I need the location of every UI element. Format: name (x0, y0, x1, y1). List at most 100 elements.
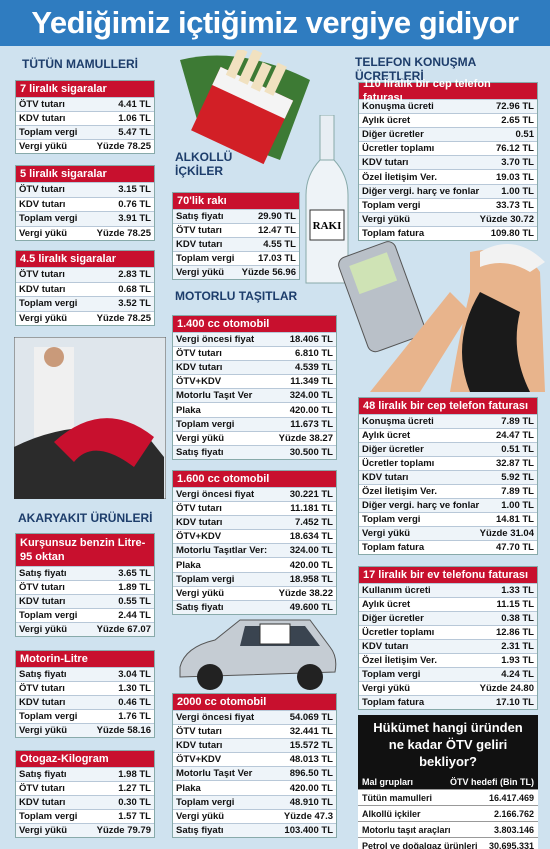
cigarette-image (180, 50, 310, 165)
row-label: Satış fiyatı (176, 211, 224, 222)
tax-row: Konuşma ücreti 72.96 TL (359, 99, 537, 114)
row-value: 76.12 TL (495, 143, 534, 155)
box-title: Kurşunsuz benzin Litre-95 oktan (16, 534, 154, 566)
row-label: Satış fiyatı (176, 824, 224, 836)
row-value: 47.70 TL (495, 542, 534, 553)
box-title: 1.400 cc otomobil (173, 316, 336, 332)
row-value: 14.81 TL (495, 514, 534, 525)
row-label: Plaka (176, 404, 201, 416)
row-value: 1.76 TL (118, 711, 151, 722)
row-label: KDV tutarı (362, 641, 409, 652)
tax-box: 48 liralık bir cep telefon faturası Konuş… (358, 397, 538, 555)
row-label: Aylık ücret (362, 115, 411, 127)
row-label: Vergi yükü (176, 587, 225, 599)
tax-row: Vergi öncesi fiyat 18.406 TL (173, 332, 336, 347)
box-title: 1.600 cc otomobil (173, 471, 336, 487)
row-value: 0.51 (515, 129, 535, 141)
summary-row: Motorlu taşıt araçları 3.803.146 (358, 821, 538, 837)
row-value: 7.452 TL (294, 517, 333, 529)
row-value: 19.03 TL (495, 171, 534, 183)
row-value: 18.634 TL (289, 531, 333, 543)
section-heading: MOTORLU TAŞITLAR (175, 289, 298, 303)
summary-header: Mal grupları ÖTV hedefi (Bin TL) (358, 774, 538, 789)
tax-row: Toplam vergi 33.73 TL (359, 197, 537, 212)
row-label: Satış fiyatı (176, 446, 224, 458)
row-label: KDV tutarı (19, 697, 66, 708)
tax-row: Satış fiyatı 103.400 TL (173, 822, 336, 837)
tax-box: 7 liralık sigaralar ÖTV tutarı 4.41 TL KDV … (15, 80, 155, 154)
tax-row: Toplam fatura 17.10 TL (359, 695, 537, 709)
tax-row: KDV tutarı 4.539 TL (173, 360, 336, 375)
tax-row: Aylık ücret 2.65 TL (359, 113, 537, 127)
row-label: ÖTV+KDV (176, 531, 222, 543)
row-label: Toplam vergi (19, 811, 78, 822)
row-value: 3.52 TL (118, 298, 151, 310)
tax-box: 17 liralık bir ev telefonu faturası Kulla… (358, 566, 538, 710)
row-label: Satış fiyatı (19, 769, 67, 780)
row-value: 7.89 TL (501, 486, 534, 497)
tax-row: Vergi yükü Yüzde 38.22 (173, 585, 336, 600)
tax-row: Ücretler toplamı 12.86 TL (359, 625, 537, 639)
summary-label: Petrol ve doğalgaz ürünleri (362, 840, 478, 849)
row-label: ÖTV tutarı (176, 348, 222, 360)
row-value: 0.76 TL (118, 198, 151, 210)
tax-row: Ücretler toplamı 32.87 TL (359, 456, 537, 470)
row-value: 103.400 TL (284, 824, 333, 836)
row-label: Toplam fatura (362, 697, 425, 708)
tax-row: Vergi yükü Yüzde 78.25 (16, 139, 154, 153)
row-value: 3.15 TL (118, 184, 151, 196)
tax-row: Diğer ücretler 0.51 TL (359, 442, 537, 456)
row-label: Diğer vergi. harç ve fonlar (362, 185, 480, 197)
row-value: Yüzde 38.27 (278, 432, 333, 444)
tax-row: KDV tutarı 7.452 TL (173, 515, 336, 530)
row-label: Diğer ücretler (362, 129, 424, 141)
row-value: Yüzde 78.25 (96, 312, 151, 324)
tax-row: ÖTV tutarı 32.441 TL (173, 724, 336, 738)
row-label: KDV tutarı (176, 239, 223, 250)
row-label: KDV tutarı (176, 362, 223, 374)
tax-row: Vergi öncesi fiyat 30.221 TL (173, 487, 336, 502)
row-label: Motorlu Taşıt Ver (176, 768, 253, 780)
header-cell: ÖTV hedefi (Bin TL) (450, 776, 534, 787)
row-value: 1.57 TL (118, 811, 151, 822)
tax-row: Toplam vergi 4.24 TL (359, 667, 537, 681)
row-label: KDV tutarı (19, 283, 66, 295)
summary-label: Alkollü içkiler (362, 808, 421, 819)
tax-row: Aylık ücret 11.15 TL (359, 597, 537, 611)
row-value: 0.51 TL (501, 444, 534, 455)
row-label: ÖTV tutarı (19, 99, 65, 110)
tax-box: 110 liralık bir cep telefon faturası Konu… (358, 78, 538, 241)
section-heading: AKARYAKIT ÜRÜNLERİ (18, 511, 153, 525)
tax-row: Vergi yükü Yüzde 24.80 (359, 681, 537, 695)
tax-row: Satış fiyatı 3.04 TL (16, 667, 154, 681)
box-title: Otogaz-Kilogram (16, 751, 154, 767)
tax-row: Toplam vergi 18.958 TL (173, 571, 336, 586)
row-value: 11.349 TL (290, 376, 333, 388)
row-label: Özel İletişim Ver. (362, 486, 437, 497)
tax-row: Vergi yükü Yüzde 56.96 (173, 265, 299, 279)
row-value: 1.98 TL (118, 769, 151, 780)
row-label: ÖTV tutarı (176, 225, 222, 236)
row-label: KDV tutarı (176, 740, 223, 752)
row-label: Vergi öncesi fiyat (176, 712, 255, 724)
tax-row: KDV tutarı 4.55 TL (173, 237, 299, 251)
row-label: Toplam vergi (176, 573, 235, 585)
row-value: 896.50 TL (289, 768, 333, 780)
tax-row: ÖTV tutarı 4.41 TL (16, 97, 154, 111)
tax-row: Toplam vergi 1.76 TL (16, 709, 154, 723)
tax-row: Toplam fatura 47.70 TL (359, 540, 537, 554)
row-label: Kullanım ücreti (362, 585, 431, 596)
tax-box: 1.600 cc otomobil Vergi öncesi fiyat 30.22… (172, 470, 337, 615)
tax-row: Diğer ücretler 0.51 (359, 127, 537, 142)
tax-row: ÖTV tutarı 3.15 TL (16, 182, 154, 197)
row-label: Vergi yükü (362, 528, 411, 539)
tax-row: ÖTV tutarı 1.30 TL (16, 681, 154, 695)
tax-row: Satış fiyatı 3.65 TL (16, 566, 154, 580)
row-label: Vergi yükü (19, 825, 68, 836)
row-value: Yüzde 79.79 (96, 825, 151, 836)
tax-box: 4.5 liralık sigaralar ÖTV tutarı 2.83 TL KD… (15, 250, 155, 326)
tax-row: Kullanım ücreti 1.33 TL (359, 583, 537, 597)
row-label: ÖTV+KDV (176, 376, 222, 388)
row-label: Vergi yükü (362, 683, 411, 694)
row-label: Vergi yükü (19, 725, 68, 736)
